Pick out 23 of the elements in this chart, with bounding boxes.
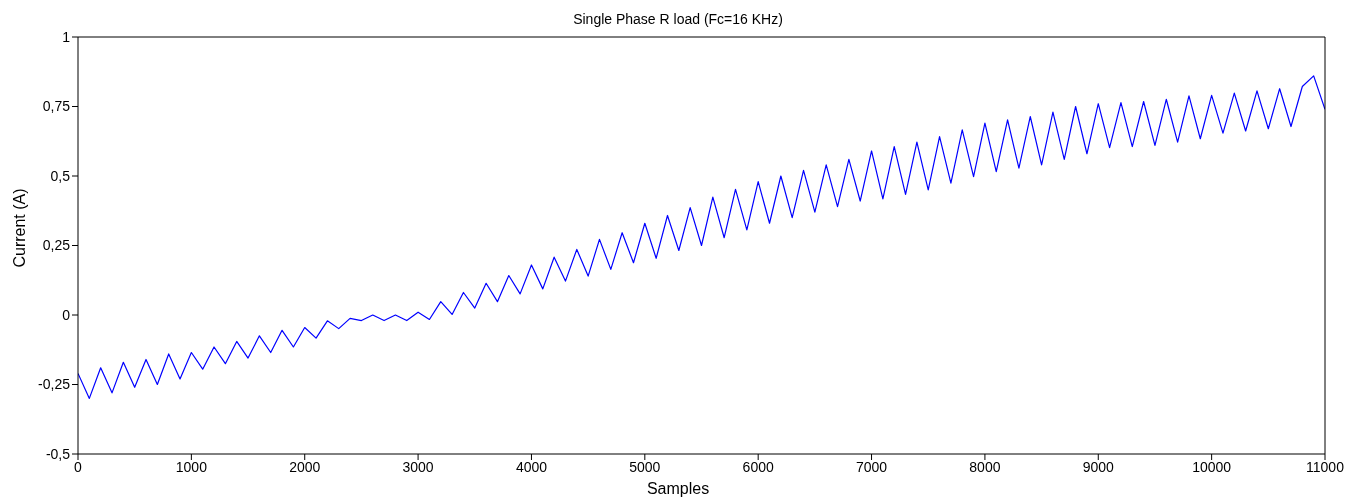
x-tick-label: 7000 <box>855 458 888 475</box>
x-tick-label: 8000 <box>969 458 1001 475</box>
x-tick-label: 2000 <box>289 458 321 475</box>
x-tick-label: 6000 <box>742 458 774 475</box>
x-tick-label: 9000 <box>1082 458 1115 475</box>
y-tick-label: -0,25 <box>38 376 71 393</box>
y-tick-label: 0,75 <box>42 98 71 115</box>
x-tick-label: 3000 <box>402 458 434 475</box>
x-tick-label: 1000 <box>175 458 208 475</box>
y-tick-label: -0,5 <box>45 445 71 462</box>
x-tick-label: 11000 <box>1306 458 1345 475</box>
line-series <box>78 75 1325 399</box>
y-axis-title: Current (A) <box>11 188 29 268</box>
y-tick-label: 0,25 <box>42 237 71 254</box>
chart-title: Single Phase R load (Fc=16 KHz) <box>572 10 784 29</box>
y-tick-label: 0,5 <box>50 167 71 184</box>
x-axis-title: Samples <box>645 480 711 498</box>
y-tick-label: 1 <box>62 28 71 45</box>
x-tick-label: 5000 <box>629 458 661 475</box>
x-tick-label: 10000 <box>1192 458 1232 475</box>
y-tick-label: 0 <box>62 306 71 323</box>
x-tick-label: 0 <box>74 458 83 475</box>
x-tick-label: 4000 <box>515 458 548 475</box>
